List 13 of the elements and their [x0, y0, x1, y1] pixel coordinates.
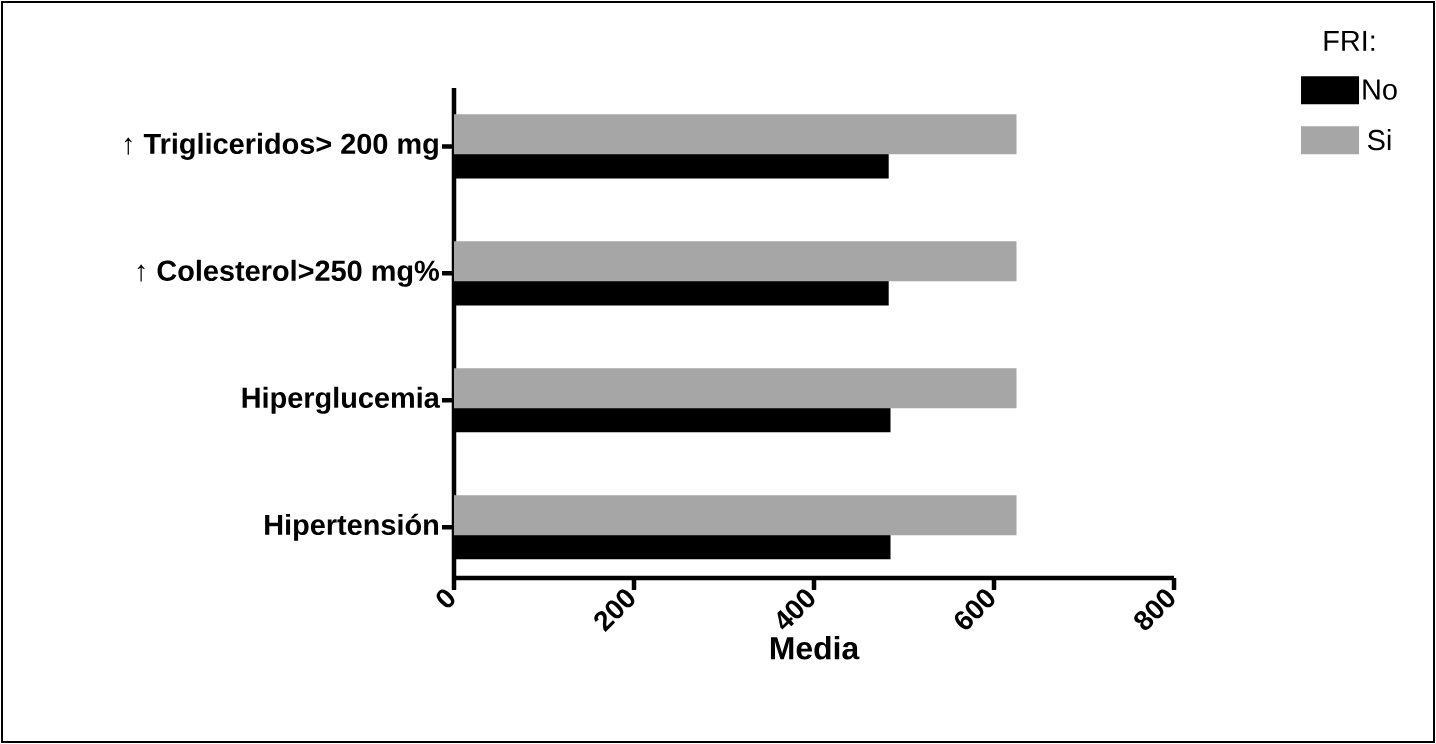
y-tick-label: ↑ Trigliceridos> 200 mg	[124, 132, 438, 160]
x-tick-label: 0	[436, 589, 455, 608]
x-tick-label: 200	[594, 589, 635, 632]
legend-title: FRI:	[1324, 30, 1375, 51]
x-tick-label: 800	[1134, 589, 1175, 630]
x-axis-title: Media	[770, 636, 860, 660]
y-tick-label: ↑ Colesterol>250 mg%	[137, 259, 439, 287]
x-tick-label: 600	[954, 589, 995, 630]
legend-label: No	[1363, 79, 1397, 100]
y-tick-label: Hiperglucemia	[242, 386, 440, 414]
y-tick-label: Hipertensión	[265, 513, 439, 541]
legend-label: Si	[1367, 129, 1391, 151]
x-tick-label: 400	[777, 589, 815, 630]
